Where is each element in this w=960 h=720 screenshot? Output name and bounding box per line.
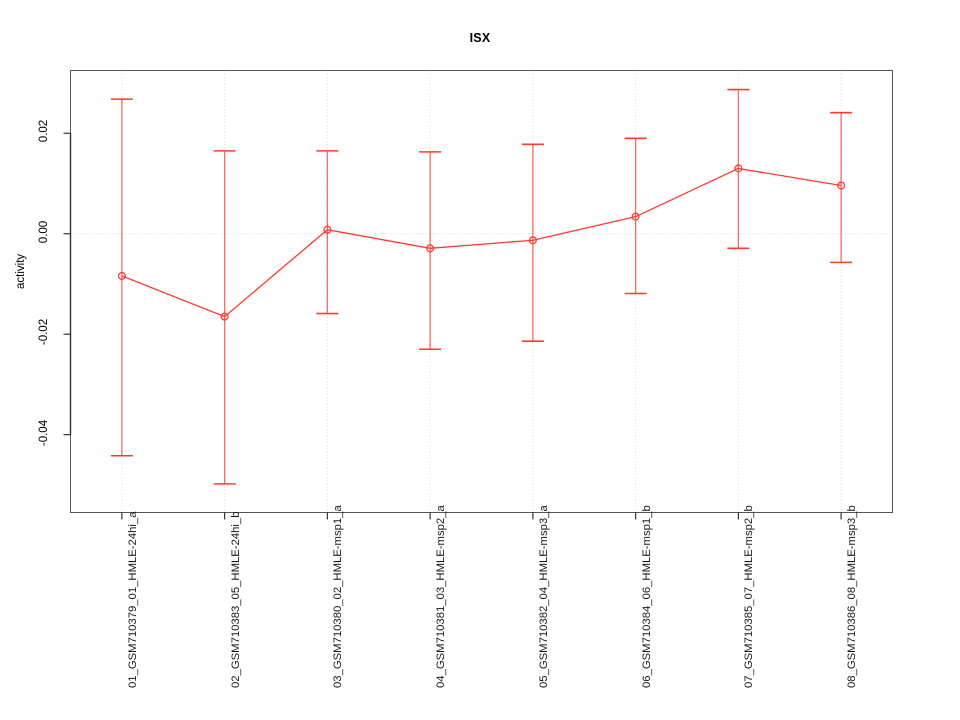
data-point-marker xyxy=(220,312,229,321)
x-axis-tick-label: 02_GSM710383_05_HMLE-24hi_b xyxy=(229,511,242,688)
error-bar xyxy=(830,111,853,264)
x-axis-tick-label: 01_GSM710379_01_HMLE-24hi_a xyxy=(126,511,139,688)
data-point-marker xyxy=(323,225,332,234)
vertical-gridlines-group xyxy=(121,70,842,513)
x-axis-tick-label: 03_GSM710380_02_HMLE-msp1_a xyxy=(332,505,345,688)
y-axis-tick-label: -0.04 xyxy=(38,419,50,446)
chart-title: ISX xyxy=(469,31,491,45)
plot-frame xyxy=(70,70,893,513)
x-axis-tick-label: 06_GSM710384_06_HMLE-msp1_b xyxy=(640,505,653,688)
error-bar xyxy=(624,137,647,295)
data-point-marker xyxy=(837,181,846,190)
x-axis-tick-label: 08_GSM710386_08_HMLE-msp3_b xyxy=(846,505,859,688)
data-point-marker xyxy=(734,164,743,173)
error-bars-group xyxy=(110,88,853,485)
y-axis-ticks xyxy=(63,132,72,436)
x-axis-tick-label: 05_GSM710382_04_HMLE-msp3_a xyxy=(537,505,550,688)
y-axis-tick-label: -0.02 xyxy=(38,319,50,346)
y-axis-tick-label: 0.02 xyxy=(38,120,50,143)
data-point-marker xyxy=(426,244,435,253)
error-bar xyxy=(521,143,544,343)
data-point-marker xyxy=(117,271,126,280)
error-bar xyxy=(419,151,442,351)
error-bar xyxy=(213,150,236,485)
x-axis-ticks xyxy=(121,512,842,520)
data-point-markers xyxy=(117,164,846,321)
y-axis-tick-label: 0.00 xyxy=(38,220,50,243)
data-point-marker xyxy=(528,236,537,245)
x-axis-tick-label: 04_GSM710381_03_HMLE-msp2_a xyxy=(435,505,448,688)
series-line xyxy=(121,167,842,318)
error-bar xyxy=(110,98,133,457)
x-axis-tick-label: 07_GSM710385_07_HMLE-msp2_b xyxy=(743,505,756,688)
data-point-marker xyxy=(631,212,640,221)
error-bar xyxy=(316,150,339,315)
